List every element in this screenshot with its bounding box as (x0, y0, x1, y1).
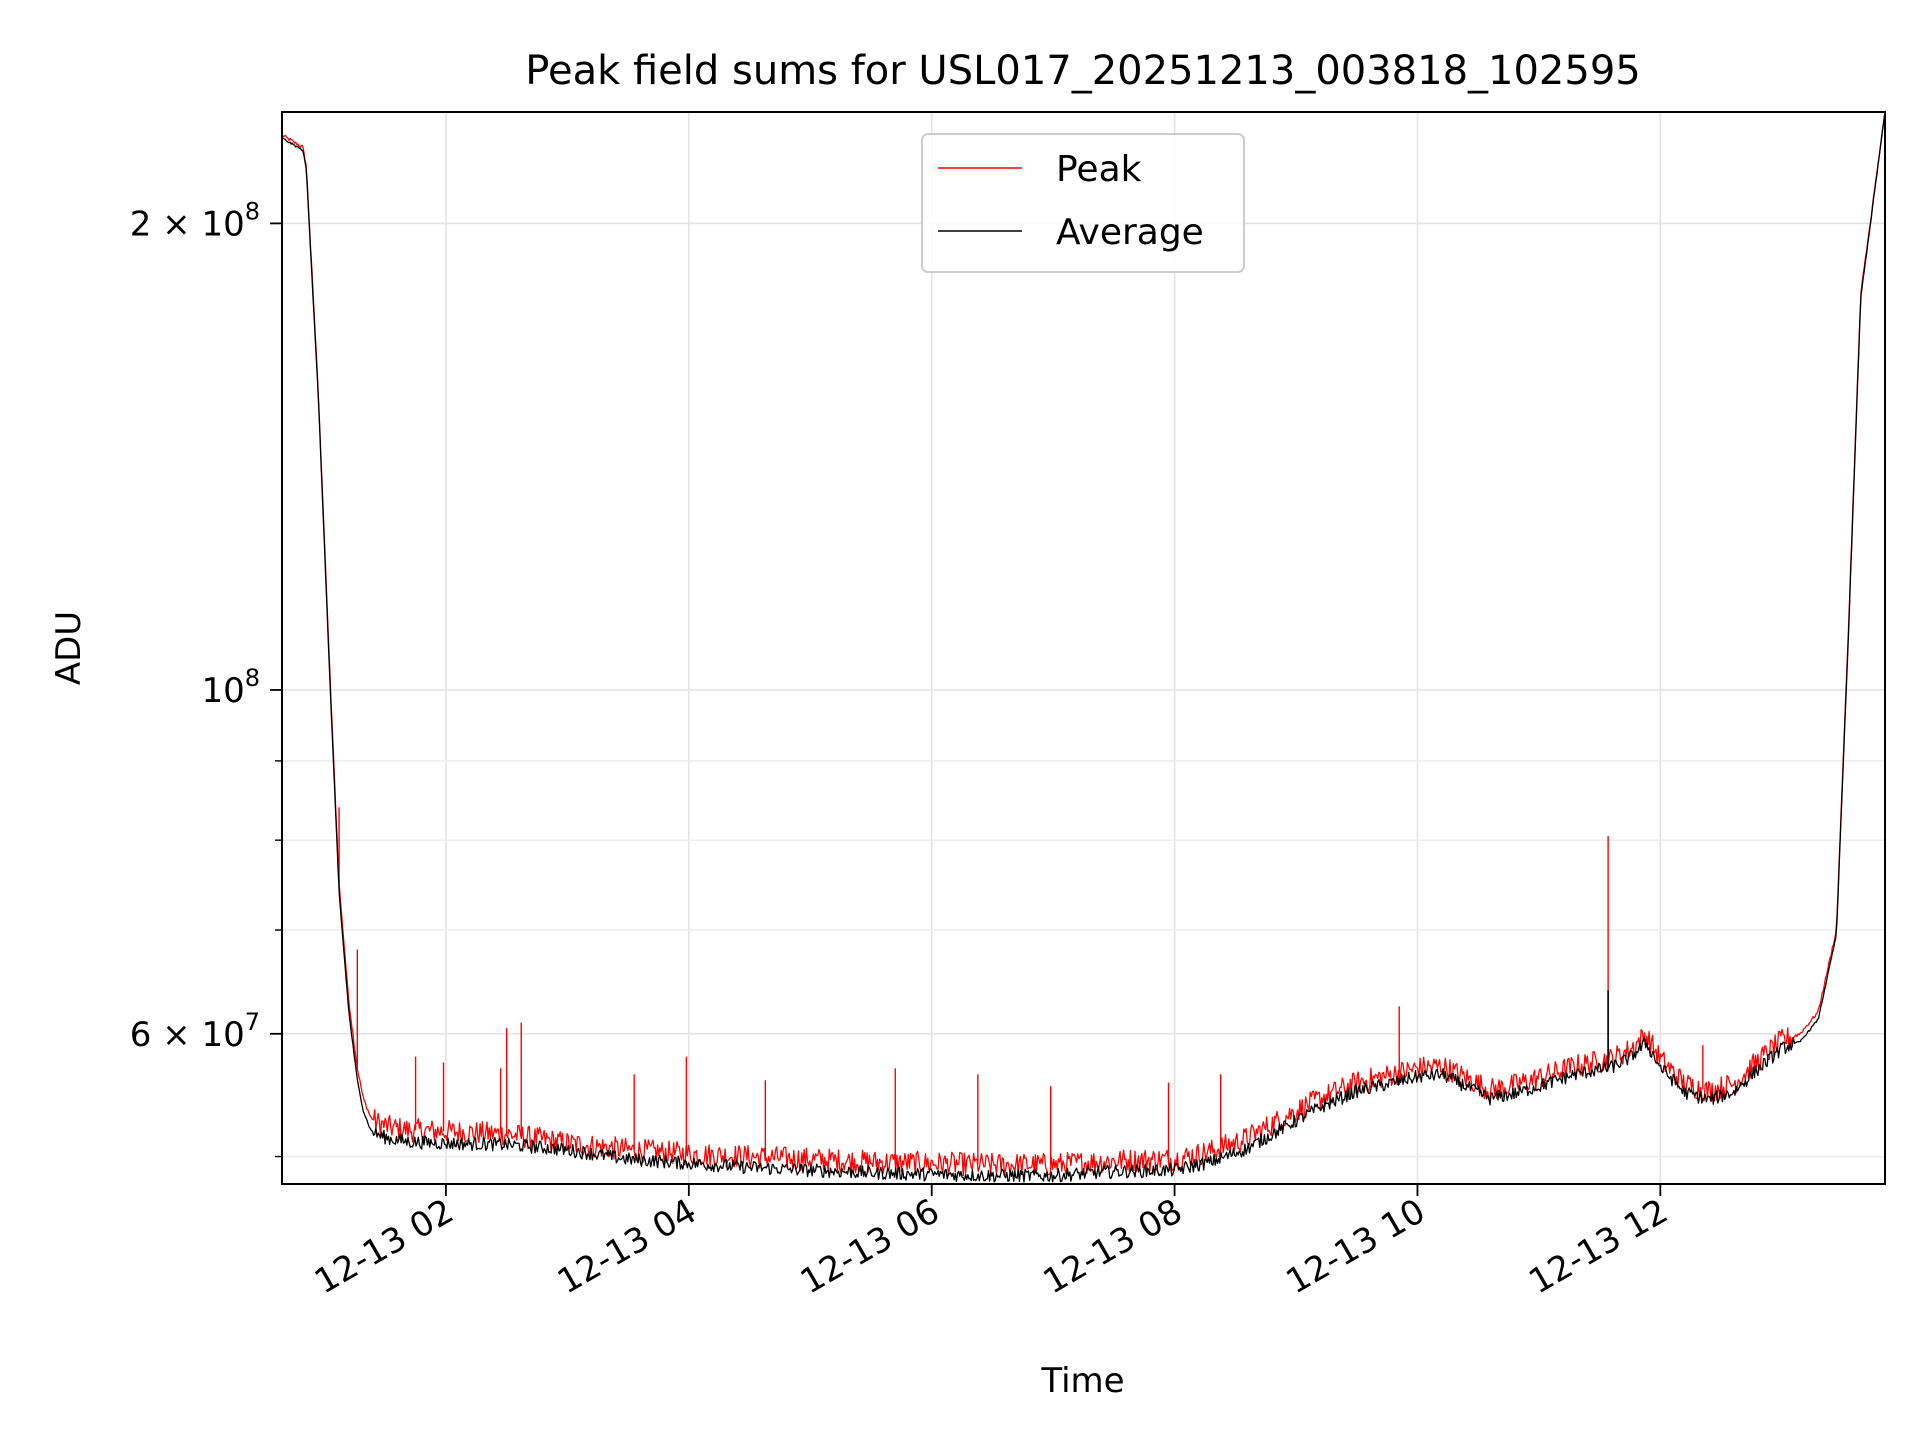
series-line-average (281, 111, 1886, 1183)
y-axis-label: ADU (49, 611, 89, 685)
chart-title: Peak field sums for USL017_20251213_0038… (525, 48, 1640, 94)
y-tick-label-0: 6 × 107 (130, 1008, 260, 1055)
peak-spike-marks (338, 807, 1704, 1165)
series-line-peak (281, 111, 1886, 1177)
grid-lines (282, 112, 1885, 1184)
series-layer (281, 111, 1886, 1183)
y-tick-label-2: 2 × 108 (130, 197, 260, 244)
plot-area-frame (281, 111, 1886, 1185)
y-tick-label-1: 108 (201, 664, 260, 711)
legend-label-peak: Peak (1056, 149, 1142, 190)
legend-label-average: Average (1056, 212, 1204, 253)
x-axis-label: Time (1040, 1361, 1124, 1401)
legend: Peak Average (921, 133, 1245, 273)
y-axis: 6 × 107 108 2 × 108 (130, 197, 282, 1158)
